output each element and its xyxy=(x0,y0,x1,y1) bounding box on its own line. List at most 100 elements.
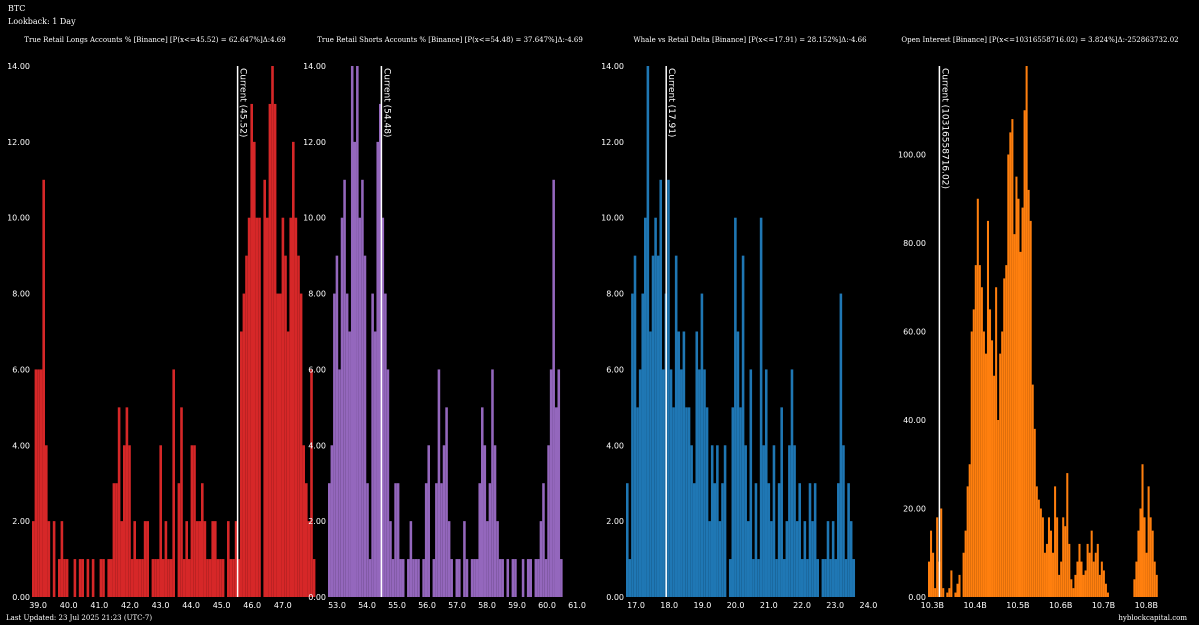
histogram-bar xyxy=(188,559,191,597)
histogram-bar xyxy=(687,407,691,597)
histogram-bar xyxy=(1088,552,1091,597)
histogram-bar xyxy=(1106,592,1109,597)
histogram-bar xyxy=(1005,265,1008,598)
histogram-bar xyxy=(81,559,84,597)
x-tick-label: 19.0 xyxy=(693,601,711,610)
histogram-bar xyxy=(705,407,709,597)
histogram-bar xyxy=(710,445,714,597)
histogram-bar xyxy=(950,570,953,597)
histogram-bar xyxy=(120,521,123,597)
histogram-bar xyxy=(361,179,364,598)
histogram-bar xyxy=(247,217,251,597)
histogram-bar xyxy=(284,255,287,597)
y-tick-label: 100.00 xyxy=(898,151,926,160)
histogram-bar xyxy=(780,407,783,597)
histogram-bar xyxy=(182,559,186,597)
histogram-bar xyxy=(1060,561,1063,597)
histogram-bar xyxy=(407,559,410,597)
histogram-bar xyxy=(811,521,814,597)
histogram-bar xyxy=(432,559,436,597)
histogram-bar xyxy=(63,559,66,597)
histogram-bar xyxy=(844,559,848,597)
x-tick-label: 39.0 xyxy=(29,601,47,610)
panel-title-whale-delta: Whale vs Retail Delta [Binance] [P(x<=17… xyxy=(633,36,867,44)
histogram-bar xyxy=(672,407,675,597)
histogram-bar xyxy=(514,559,517,597)
histogram-bar xyxy=(37,369,40,597)
histogram-bar xyxy=(409,521,413,597)
histogram-bar xyxy=(214,521,217,597)
histogram-bar xyxy=(475,559,479,597)
histogram-bar xyxy=(560,559,563,597)
histogram-bar xyxy=(338,369,341,597)
histogram-bar xyxy=(169,559,173,597)
histogram-bar xyxy=(99,559,103,597)
y-tick-label: 4.00 xyxy=(308,441,326,450)
histogram-bar xyxy=(728,559,732,597)
y-tick-label: 60.00 xyxy=(903,328,926,337)
histogram-bar xyxy=(948,588,951,597)
histogram-bar xyxy=(552,179,555,598)
histogram-bar xyxy=(628,559,632,597)
histogram-bar xyxy=(268,103,272,598)
histogram-bar xyxy=(312,559,316,597)
histogram-bar xyxy=(110,559,113,597)
histogram-bar xyxy=(32,521,35,597)
histogram-bar xyxy=(1147,486,1150,598)
histogram-bar xyxy=(932,552,935,597)
histogram-panel-1: 0.00 2.00 4.00 6.00 8.00 10.00 12.00 14.00 53.0 5… xyxy=(303,62,586,610)
histogram-bar xyxy=(954,592,957,597)
x-tick-label: 56.0 xyxy=(418,601,436,610)
histogram-bar xyxy=(350,66,354,597)
histogram-bar xyxy=(386,369,390,597)
histogram-bar xyxy=(437,369,441,597)
histogram-bar xyxy=(692,483,696,597)
histogram-bar xyxy=(544,559,548,597)
histogram-bar xyxy=(1009,132,1012,598)
histogram-bar xyxy=(193,445,196,597)
histogram-bar xyxy=(1084,570,1087,597)
histogram-bar xyxy=(391,559,395,597)
histogram-bar xyxy=(537,559,540,597)
histogram-bar xyxy=(399,559,402,597)
histogram-bar xyxy=(991,340,994,597)
x-tick-label: 42.0 xyxy=(121,601,139,610)
histogram-bar xyxy=(305,483,308,597)
y-tick-label: 14.00 xyxy=(7,62,30,71)
histogram-bar xyxy=(1100,561,1103,597)
histogram-bar xyxy=(782,559,786,597)
histogram-bar xyxy=(128,445,131,597)
histogram-bar xyxy=(1062,517,1065,597)
histogram-bar xyxy=(529,559,532,597)
histogram-bar xyxy=(734,217,737,597)
histogram-bar xyxy=(1145,552,1148,597)
histogram-bar xyxy=(447,521,451,597)
histogram-bar xyxy=(772,445,776,597)
histogram-bar xyxy=(958,574,961,598)
histogram-bar xyxy=(307,521,311,597)
histogram-bar xyxy=(1013,234,1016,597)
y-tick-label: 4.00 xyxy=(12,441,30,450)
lookback-label: Lookback: 1 Day xyxy=(8,17,76,26)
histogram-bar xyxy=(123,445,126,597)
histogram-bar xyxy=(130,559,134,597)
x-tick-label: 44.0 xyxy=(182,601,200,610)
y-tick-label: 8.00 xyxy=(606,290,624,299)
histogram-bar xyxy=(1037,499,1040,597)
histogram-bar xyxy=(1094,552,1097,597)
x-tick-label: 10.4B xyxy=(963,601,986,610)
histogram-bar xyxy=(273,103,277,598)
histogram-bar xyxy=(731,407,735,597)
x-tick-label: 60.0 xyxy=(538,601,556,610)
histogram-bar xyxy=(86,559,90,597)
histogram-bar xyxy=(785,521,789,597)
histogram-bar xyxy=(435,483,438,597)
histogram-bar xyxy=(286,331,290,597)
histogram-bar xyxy=(78,559,82,597)
histogram-bar xyxy=(547,445,550,597)
histogram-bar xyxy=(445,407,448,597)
histogram-bar xyxy=(721,483,724,597)
histogram-bar xyxy=(511,559,515,597)
histogram-bar xyxy=(1027,189,1030,597)
